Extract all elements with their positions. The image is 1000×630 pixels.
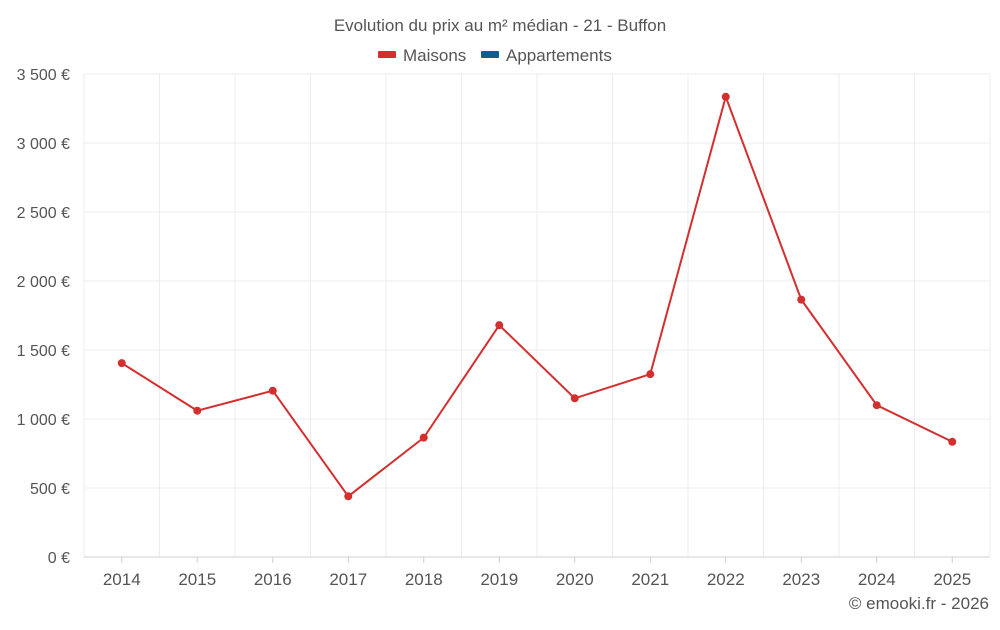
y-tick-label: 1 000 € — [17, 412, 70, 429]
y-tick-label: 2 500 € — [17, 205, 70, 222]
legend-label-appartements: Appartements — [506, 46, 612, 65]
x-tick-label: 2020 — [556, 570, 594, 589]
legend-swatch-appartements — [481, 51, 499, 58]
series — [117, 92, 957, 501]
x-tick-label: 2018 — [405, 570, 443, 589]
chart-title: Evolution du prix au m² médian - 21 - Bu… — [334, 16, 666, 35]
legend-label-maisons: Maisons — [403, 46, 466, 65]
data-point-2019[interactable] — [495, 321, 504, 330]
legend-item-maisons[interactable]: Maisons — [378, 46, 466, 65]
x-tick-label: 2024 — [858, 570, 896, 589]
legend-swatch-maisons — [378, 51, 396, 58]
legend: Maisons Appartements — [378, 46, 612, 65]
x-tick-label: 2015 — [178, 570, 216, 589]
footer-credit: © emooki.fr - 2026 — [849, 594, 989, 613]
y-tick-label: 2 000 € — [17, 274, 70, 291]
data-point-2014[interactable] — [117, 359, 126, 368]
data-point-2021[interactable] — [646, 370, 655, 379]
y-tick-label: 0 € — [48, 550, 70, 567]
x-tick-label: 2016 — [254, 570, 292, 589]
y-tick-label: 500 € — [30, 481, 70, 498]
x-tick-label: 2014 — [103, 570, 141, 589]
y-tick-label: 3 000 € — [17, 136, 70, 153]
data-point-2017[interactable] — [344, 492, 353, 501]
data-point-2025[interactable] — [948, 437, 957, 446]
data-point-2023[interactable] — [797, 295, 806, 304]
x-tick-label: 2023 — [782, 570, 820, 589]
x-tick-label: 2021 — [631, 570, 669, 589]
data-point-2020[interactable] — [570, 394, 579, 403]
x-tick-label: 2025 — [933, 570, 971, 589]
legend-item-appartements[interactable]: Appartements — [481, 46, 612, 65]
data-point-2015[interactable] — [193, 406, 202, 415]
y-tick-label: 3 500 € — [17, 67, 70, 84]
data-point-2016[interactable] — [268, 386, 277, 395]
y-tick-label: 1 500 € — [17, 343, 70, 360]
series-line-maisons — [121, 95, 953, 498]
x-tick-label: 2019 — [480, 570, 518, 589]
grid — [83, 73, 991, 558]
axes: 0 € 500 € 1 000 € 1 500 € 2 000 € 2 500 € 3 00… — [17, 67, 990, 589]
x-tick-label: 2022 — [707, 570, 745, 589]
data-point-2018[interactable] — [419, 433, 428, 442]
data-point-2024[interactable] — [872, 401, 881, 410]
data-point-2022[interactable] — [721, 92, 730, 101]
x-tick-label: 2017 — [329, 570, 367, 589]
